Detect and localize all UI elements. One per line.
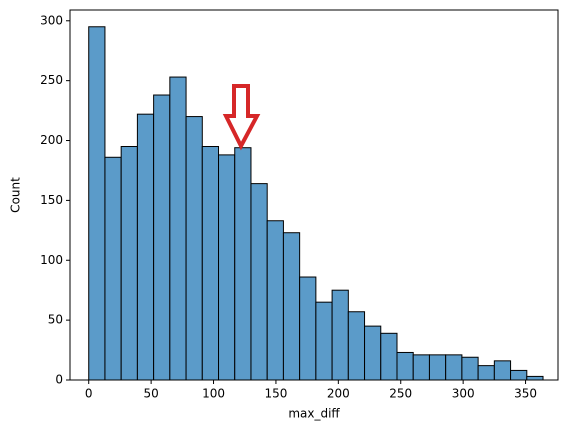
bar: [526, 375, 544, 381]
bar: [266, 220, 284, 381]
y-tick-label: 100: [40, 253, 63, 267]
bar: [412, 354, 430, 381]
bar: [153, 94, 171, 381]
annotation-arrow: [222, 84, 261, 151]
x-tick-label: 250: [389, 387, 412, 401]
x-tick-label: 50: [143, 387, 158, 401]
bar: [347, 311, 366, 381]
bar: [282, 232, 301, 381]
x-tick-label: 200: [327, 387, 350, 401]
x-tick-label: 150: [264, 387, 287, 401]
bar: [218, 154, 236, 381]
x-tick-label: 350: [514, 387, 537, 401]
bar: [120, 146, 138, 381]
x-tick-label: 100: [202, 387, 225, 401]
x-axis-label: max_diff: [288, 407, 340, 421]
y-axis-label: Count: [9, 177, 23, 213]
bar: [493, 360, 512, 381]
bar: [88, 26, 106, 381]
x-tick-label: 0: [85, 387, 93, 401]
bar: [185, 116, 203, 381]
bar: [461, 356, 479, 381]
y-tick-label: 50: [48, 313, 63, 327]
y-tick-label: 150: [40, 193, 63, 207]
bar: [331, 289, 349, 381]
x-tick-label: 300: [452, 387, 475, 401]
bar: [428, 354, 447, 381]
bar: [364, 325, 382, 381]
y-tick-label: 0: [55, 373, 63, 387]
y-tick-label: 300: [40, 13, 63, 27]
bar: [169, 76, 187, 381]
y-tick-label: 200: [40, 133, 63, 147]
bar: [234, 147, 252, 381]
bar: [315, 301, 333, 381]
axes-frame: [69, 9, 559, 381]
y-tick-label: 250: [40, 73, 63, 87]
bar: [299, 276, 317, 381]
bar: [445, 354, 463, 381]
bar: [477, 365, 495, 381]
bar: [396, 351, 414, 381]
bar: [510, 369, 528, 381]
bar: [104, 156, 122, 381]
bar: [136, 113, 155, 381]
bar: [380, 332, 398, 381]
bar: [250, 183, 268, 381]
bar: [201, 146, 220, 381]
